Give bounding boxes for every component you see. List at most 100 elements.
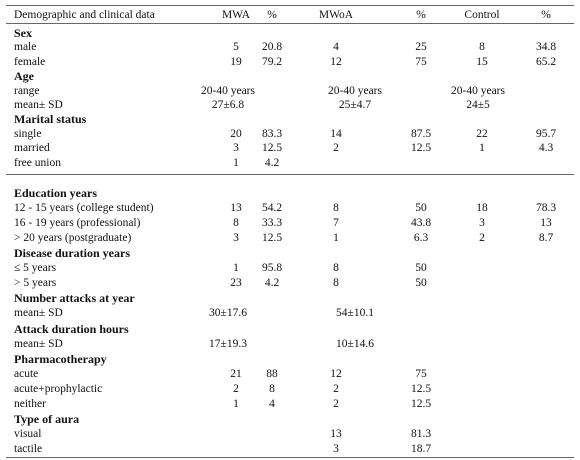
row-label: visual [14, 427, 42, 440]
cell: 8.7 [538, 232, 554, 245]
section-heading: Number attacks at year [14, 291, 135, 306]
cell: 18 [476, 202, 488, 215]
cell: 27±6.8 [211, 99, 245, 111]
cell: 12.5 [261, 232, 283, 245]
cell: 4 [333, 41, 339, 54]
row-label: acute+prophylactic [14, 382, 103, 395]
cell: 4.2 [264, 277, 280, 290]
cell: 8 [333, 277, 339, 290]
cell: 88 [266, 367, 278, 380]
row-label: > 5 years [14, 277, 57, 290]
cell: 19 [230, 55, 242, 68]
cell: 13 [230, 202, 242, 215]
cell: 25 [415, 41, 427, 54]
header-cell: MWA [221, 9, 251, 21]
cell: 54±10.1 [336, 307, 374, 320]
cell: 4.3 [538, 142, 554, 155]
cell: 75 [415, 367, 427, 380]
cell: 95.7 [535, 127, 557, 140]
cell: 22 [476, 127, 488, 140]
row-label: neither [14, 397, 46, 410]
row-label: mean± SD [14, 99, 63, 111]
cell: 12.5 [410, 142, 432, 155]
row-label: male [14, 41, 37, 54]
cell: 50 [415, 262, 427, 275]
cell: 1 [233, 156, 239, 169]
cell: 23 [230, 277, 242, 290]
cell: 3 [233, 232, 239, 245]
section-heading: Disease duration years [14, 246, 130, 261]
group-rule [6, 174, 574, 175]
row-label: acute [14, 367, 39, 380]
section-heading: Marital status [14, 112, 87, 127]
cell: 20-40 years [201, 84, 255, 97]
cell: 43.8 [410, 217, 432, 230]
row-label: mean± SD [14, 337, 63, 350]
cell: 95.8 [261, 262, 283, 275]
row-label: > 20 years (postgraduate) [14, 232, 132, 245]
header-cell: % [267, 9, 277, 21]
cell: 81.3 [410, 427, 432, 440]
section-heading: Attack duration hours [14, 321, 129, 336]
row-label: tactile [14, 443, 43, 456]
cell: 65.2 [535, 55, 557, 68]
cell: 12.5 [261, 142, 283, 155]
section-heading: Pharmacotherapy [14, 351, 107, 366]
cell: 50 [415, 202, 427, 215]
cell: 7 [333, 217, 339, 230]
cell: 8 [233, 217, 239, 230]
header-cell: MWoA [318, 9, 354, 21]
cell: 12 [330, 367, 342, 380]
cell: 2 [333, 142, 339, 155]
section-heading: Age [14, 69, 34, 84]
cell: 14 [330, 127, 342, 140]
cell: 54.2 [261, 202, 283, 215]
section-heading: Education years [14, 186, 98, 200]
header-cell: Demographic and clinical data [14, 9, 155, 21]
cell: 75 [415, 55, 427, 68]
cell: 12 [330, 55, 342, 68]
row-label: range [14, 84, 40, 97]
row-label: married [14, 142, 50, 155]
cell: 6.3 [413, 232, 429, 245]
cell: 3 [233, 142, 239, 155]
cell: 5 [233, 41, 239, 54]
cell: 8 [479, 41, 485, 54]
cell: 30±17.6 [209, 307, 247, 320]
header-cell: % [541, 9, 551, 21]
cell: 78.3 [535, 202, 557, 215]
cell: 4 [269, 397, 275, 410]
top-rule [6, 5, 574, 6]
cell: 21 [230, 367, 242, 380]
cell: 1 [333, 232, 339, 245]
section-heading: Sex [14, 26, 32, 40]
cell: 1 [233, 397, 239, 410]
cell: 8 [333, 262, 339, 275]
cell: 10±14.6 [336, 337, 374, 350]
row-label: single [14, 127, 42, 140]
cell: 1 [479, 142, 485, 155]
cell: 20-40 years [451, 84, 505, 97]
row-label: free union [14, 156, 61, 169]
cell: 2 [233, 382, 239, 395]
cell: 83.3 [261, 127, 283, 140]
cell: 2 [333, 382, 339, 395]
cell: 2 [333, 397, 339, 410]
header-cell: % [416, 9, 426, 21]
cell: 34.8 [535, 41, 557, 54]
bottom-rule [6, 457, 574, 458]
row-label: 16 - 19 years (professional) [14, 217, 141, 230]
cell: 12.5 [410, 397, 432, 410]
cell: 18.7 [410, 443, 432, 456]
cell: 20.8 [261, 41, 283, 54]
header-rule [6, 23, 574, 24]
cell: 8 [333, 202, 339, 215]
cell: 17±19.3 [209, 337, 247, 350]
cell: 12.5 [410, 382, 432, 395]
cell: 15 [476, 55, 488, 68]
cell: 4.2 [264, 156, 280, 169]
cell: 3 [479, 217, 485, 230]
row-label: mean± SD [14, 307, 63, 320]
cell: 3 [333, 443, 339, 456]
